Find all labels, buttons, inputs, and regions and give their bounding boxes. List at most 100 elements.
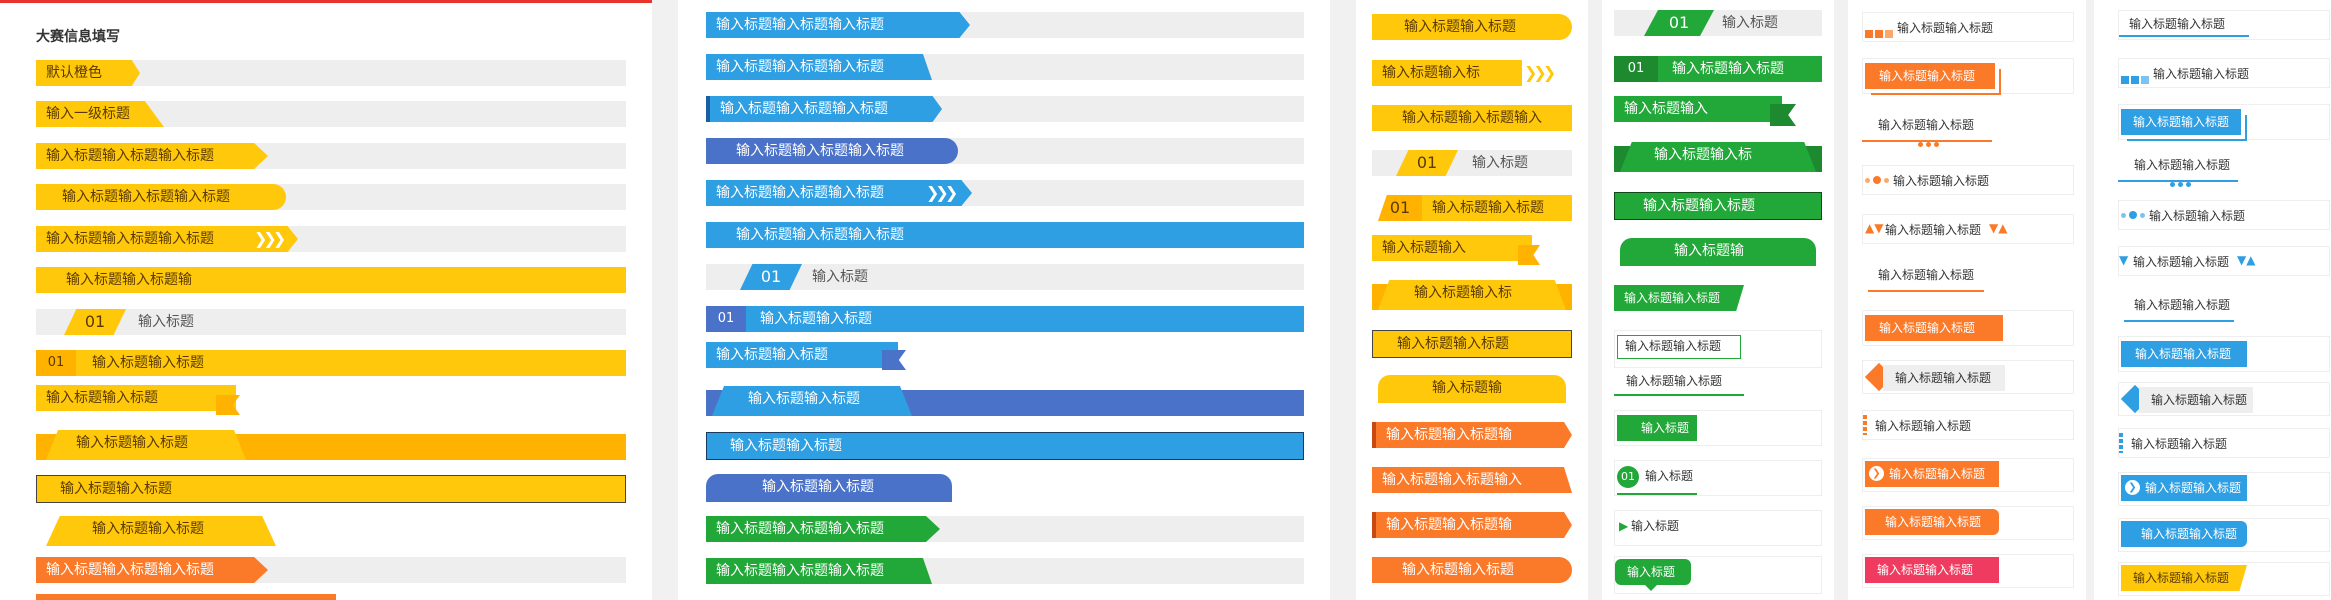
title-tag: 输入标题输入标题 bbox=[706, 342, 898, 368]
title-card[interactable]: 输入标题输入标题 bbox=[2118, 200, 2330, 230]
title-card[interactable]: 输入标题输入标题 ❯ bbox=[1862, 458, 2074, 492]
title-bar[interactable]: 输入标题输入标题输入标题 bbox=[36, 557, 626, 583]
title-bar[interactable]: 01 输入标题 bbox=[1372, 150, 1572, 176]
title-card[interactable]: 输入标题输入标题 bbox=[2118, 10, 2330, 40]
title-tag: 输入标题输入标题输入标题 bbox=[736, 227, 904, 243]
title-card[interactable]: 输入标题输入标题 bbox=[2118, 104, 2330, 141]
title-bar[interactable]: 输入标题输入标题 bbox=[706, 432, 1304, 460]
title-bar[interactable]: 输入标题输入标题输 bbox=[36, 267, 626, 293]
number-badge: 01 bbox=[1396, 150, 1458, 176]
title-bar[interactable]: 输入标题输入标题 bbox=[1372, 557, 1572, 583]
title-bar[interactable]: 01 输入标题 bbox=[36, 309, 626, 335]
title-card[interactable]: 输入标题输入标题 bbox=[2118, 336, 2330, 372]
dot-icon bbox=[1873, 176, 1881, 184]
title-bar[interactable]: 输入标题输入标题 bbox=[1372, 14, 1572, 40]
title-card[interactable]: 输入标题 bbox=[1614, 556, 1822, 594]
title-bar[interactable]: 01 输入标题输入标题 bbox=[1614, 56, 1822, 82]
title-card[interactable]: 输入标题输入标题 bbox=[1862, 554, 2074, 588]
title-bar[interactable]: 输入标题输入标题输 bbox=[1372, 512, 1572, 538]
title-bar[interactable]: 输入标题输入标题输入标题 bbox=[706, 222, 1304, 248]
title-bar[interactable]: 输入标题输入标题 bbox=[706, 342, 1304, 372]
panel-blue-cards: 输入标题输入标题 输入标题输入标题 输入标题输入标题 输入标题输入标题 输入标题… bbox=[2094, 0, 2331, 600]
title-tag: 输入标题输入标题 bbox=[1614, 285, 1744, 311]
title-tag: 输入标题输入标题 bbox=[2121, 341, 2247, 367]
title-bar[interactable]: 输入标题输入标题输入标题 bbox=[706, 54, 1304, 80]
triangle-icon: ▼ bbox=[2119, 253, 2129, 267]
title-tag: 输入标题输入标题 bbox=[36, 385, 236, 411]
title-bar[interactable]: 输入标题输入标题 bbox=[36, 430, 626, 460]
title-bar[interactable]: 输入标题输入标题 bbox=[1372, 330, 1572, 358]
title-bar[interactable]: 输入标题输入标题 bbox=[2118, 152, 2330, 188]
title-bar[interactable]: 输入标题输入标题输入标题 bbox=[36, 143, 626, 169]
title-card[interactable]: 输入标题输入标题 bbox=[1862, 165, 2074, 195]
title-bar[interactable]: 输入标题输入标题 bbox=[1614, 368, 1822, 396]
title-bar[interactable]: 01 输入标题输入标题 bbox=[706, 306, 1304, 332]
title-bar[interactable]: 输入标题输入标题 bbox=[36, 475, 626, 503]
title-bar[interactable]: 输入标题输入标题输入标题 bbox=[706, 516, 1304, 542]
title-card[interactable]: 01 输入标题 bbox=[1614, 460, 1822, 496]
title-card[interactable]: 输入标题输入标题 bbox=[2118, 382, 2330, 416]
title-card[interactable]: 输入标题 bbox=[1614, 410, 1822, 446]
title-bar[interactable]: 输入标题输入标题 bbox=[706, 474, 1304, 502]
title-bar[interactable]: 输入标题输入标题输入 bbox=[1372, 105, 1572, 131]
title-card[interactable]: 输入标题输入标题 bbox=[1614, 330, 1822, 368]
title-bar[interactable]: 输入标题输入标 bbox=[1372, 280, 1572, 310]
title-bar[interactable]: 01 输入标题 bbox=[706, 264, 1304, 290]
title-card[interactable]: 输入标题输入标题 bbox=[1862, 506, 2074, 540]
title-tag: 输入标题输入标题 bbox=[730, 438, 842, 454]
title-bar[interactable]: 输入标题输入标题 bbox=[706, 386, 1304, 416]
title-bar[interactable]: 输入标题输入标题输入标题 ❯❯❯ bbox=[36, 226, 626, 252]
title-bar[interactable]: 输入标题输入标题 bbox=[1862, 112, 2074, 148]
title-card[interactable]: ▼ 输入标题输入标题 ▼▲ bbox=[2118, 246, 2330, 276]
title-bar[interactable]: 输入标题输入标题 bbox=[1614, 285, 1822, 311]
title-tag: 输入标题输入标题 bbox=[46, 516, 276, 546]
title-card[interactable]: ▲▼ 输入标题输入标题 ▼▲ bbox=[1862, 214, 2074, 244]
title-card[interactable]: 输入标题输入标题 bbox=[1862, 360, 2074, 394]
title-card[interactable]: 输入标题输入标题 bbox=[2118, 562, 2330, 596]
title-bar[interactable]: 输入标题输入标题 bbox=[2118, 292, 2330, 326]
title-bar[interactable]: 输入一级标题 bbox=[36, 101, 626, 127]
title-tag: 输入标题输入标题 bbox=[2139, 387, 2253, 413]
title-bar[interactable]: 01 输入标题输入标题 bbox=[36, 350, 626, 376]
title-bar[interactable]: 输入标题输入标 bbox=[1614, 142, 1822, 172]
title-bar[interactable]: 输入标题输入标 ❯❯❯ bbox=[1372, 60, 1572, 86]
title-bar[interactable]: 输入标题输入标题 bbox=[36, 385, 626, 415]
title-bar[interactable]: 输入标题输 bbox=[1372, 375, 1572, 403]
title-bar[interactable]: 01 输入标题 bbox=[1614, 10, 1822, 36]
title-card[interactable]: 输入标题输入标题 bbox=[2118, 58, 2330, 88]
title-bar[interactable]: 输入标题输 bbox=[1614, 238, 1822, 266]
title-tag: 输入标题输入标题输入标题 bbox=[706, 138, 958, 164]
title-tag: 输入标题输入标题 bbox=[1422, 195, 1572, 221]
title-card[interactable]: 输入标题输入标题 bbox=[2118, 428, 2330, 458]
title-bar[interactable]: 输入标题输入标题输入 bbox=[1372, 467, 1572, 493]
title-bar[interactable]: 输入标题输入标题 bbox=[1862, 262, 2074, 296]
dot-icon bbox=[2140, 213, 2145, 218]
title-bar[interactable]: 输入标题输入标题输入标题 bbox=[706, 138, 1304, 164]
title-card[interactable]: 输入标题输入标题 bbox=[2118, 518, 2330, 552]
title-bar[interactable]: 输入标题输入标题输 bbox=[1372, 422, 1572, 448]
title-bar[interactable]: 01 输入标题输入标题 bbox=[1372, 195, 1572, 221]
title-card[interactable]: ▶ 输入标题 bbox=[1614, 510, 1822, 546]
title-card[interactable]: 输入标题输入标题 bbox=[1862, 58, 2074, 95]
title-bar[interactable]: 输入标题输入标题输入标题 bbox=[706, 558, 1304, 584]
title-bar[interactable]: 输入标题输入 bbox=[1372, 235, 1572, 265]
title-bar[interactable]: 输入标题输入标题 bbox=[36, 516, 626, 546]
panel-yellow-titles: 大赛信息填写 默认橙色 输入一级标题 输入标题输入标题输入标题 输入标题输入标题… bbox=[0, 0, 652, 600]
title-bar[interactable]: 输入标题输入标题输入标题 bbox=[706, 12, 1304, 38]
title-card[interactable]: 输入标题输入标题 bbox=[1862, 310, 2074, 346]
title-tag: 输入标题输入 bbox=[1614, 96, 1782, 122]
title-card[interactable]: 输入标题输入标题 bbox=[1862, 410, 2074, 440]
title-bar[interactable]: 输入标题输入标题输入标题 ❯❯❯ bbox=[706, 180, 1304, 206]
title-bar[interactable]: 输入标题输入 bbox=[1614, 96, 1822, 126]
title-tag: 输入一级标题 bbox=[36, 101, 164, 127]
title-card[interactable]: 输入标题输入标题 bbox=[1862, 12, 2074, 42]
title-bar[interactable]: 输入标题输入标题 bbox=[1614, 192, 1822, 220]
title-bar[interactable]: 输入标题输入标题输入标题 bbox=[706, 96, 1304, 122]
title-bar[interactable]: 默认橙色 bbox=[36, 60, 626, 86]
number-badge: 01 bbox=[1614, 56, 1658, 82]
panel-mixed-titles: 输入标题输入标题 输入标题输入标 ❯❯❯ 输入标题输入标题输入 01 输入标题 … bbox=[1356, 0, 1588, 600]
title-tag: 输入标题输入标题输入 bbox=[1372, 105, 1572, 131]
title-bar[interactable]: 输入标题输入标题输入标题 bbox=[36, 184, 626, 210]
title-card[interactable]: 输入标题输入标题 ❯ bbox=[2118, 472, 2330, 506]
top-accent-line bbox=[0, 0, 652, 3]
